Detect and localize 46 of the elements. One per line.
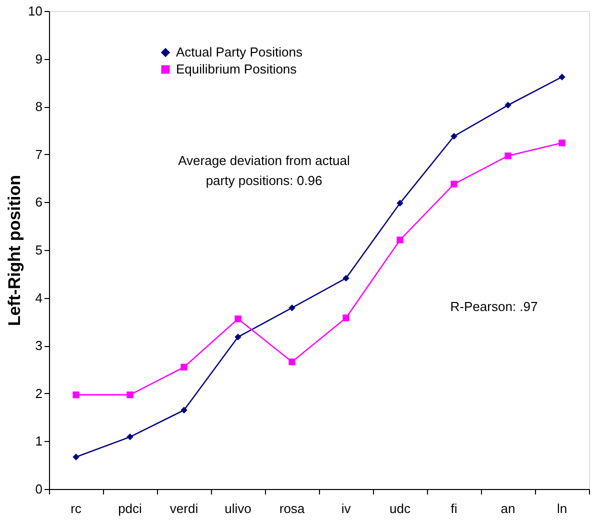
annotation: Average deviation from actual party positions: 0.96 (178, 153, 350, 188)
point (558, 140, 566, 146)
y-tick-label: 8 (35, 99, 42, 114)
x-tick-label: fi (450, 501, 458, 516)
point (504, 102, 512, 109)
point (450, 180, 458, 188)
x-tick-label: pdci (118, 501, 142, 516)
point (396, 236, 404, 244)
point (126, 434, 134, 440)
point (342, 314, 350, 322)
point (180, 364, 188, 370)
x-tick-label: an (500, 501, 516, 516)
point (72, 391, 80, 398)
x-tick-label: ln (556, 501, 568, 516)
y-tick-label: 9 (35, 51, 42, 66)
annotation: R-Pearson: .97 (450, 299, 538, 314)
y-tick-label: 0 (35, 482, 42, 496)
y-axis-title: Left-Right position (5, 174, 24, 326)
point (288, 304, 296, 312)
y-tick-label: 6 (35, 194, 42, 210)
point (288, 358, 296, 366)
y-tick-label: 2 (35, 386, 42, 401)
y-tick-label: 7 (35, 146, 42, 162)
point (72, 454, 80, 460)
point (180, 406, 188, 414)
y-tick-label: 3 (35, 338, 42, 354)
x-tick-label: iv (341, 501, 352, 516)
y-tick-label: 1 (35, 434, 42, 449)
point (504, 152, 512, 160)
point (558, 74, 566, 80)
point (342, 274, 350, 282)
point (126, 391, 134, 398)
x-tick-label: udc (390, 501, 411, 516)
legend-label: Equilibrium Positions (176, 62, 298, 76)
x-tick-label: rc (70, 501, 82, 516)
y-tick-label: 4 (35, 290, 42, 306)
x-tick-label: ulivo (224, 501, 252, 516)
x-tick-label: rosa (279, 501, 306, 516)
y-tick-label: 10 (28, 4, 42, 18)
legend-label: Actual Party Positions (176, 44, 303, 60)
point (234, 315, 242, 322)
point (396, 200, 404, 207)
x-tick-label: verdi (170, 501, 198, 516)
y-tick-label: 5 (35, 242, 42, 258)
point (450, 132, 458, 140)
point (234, 334, 242, 340)
